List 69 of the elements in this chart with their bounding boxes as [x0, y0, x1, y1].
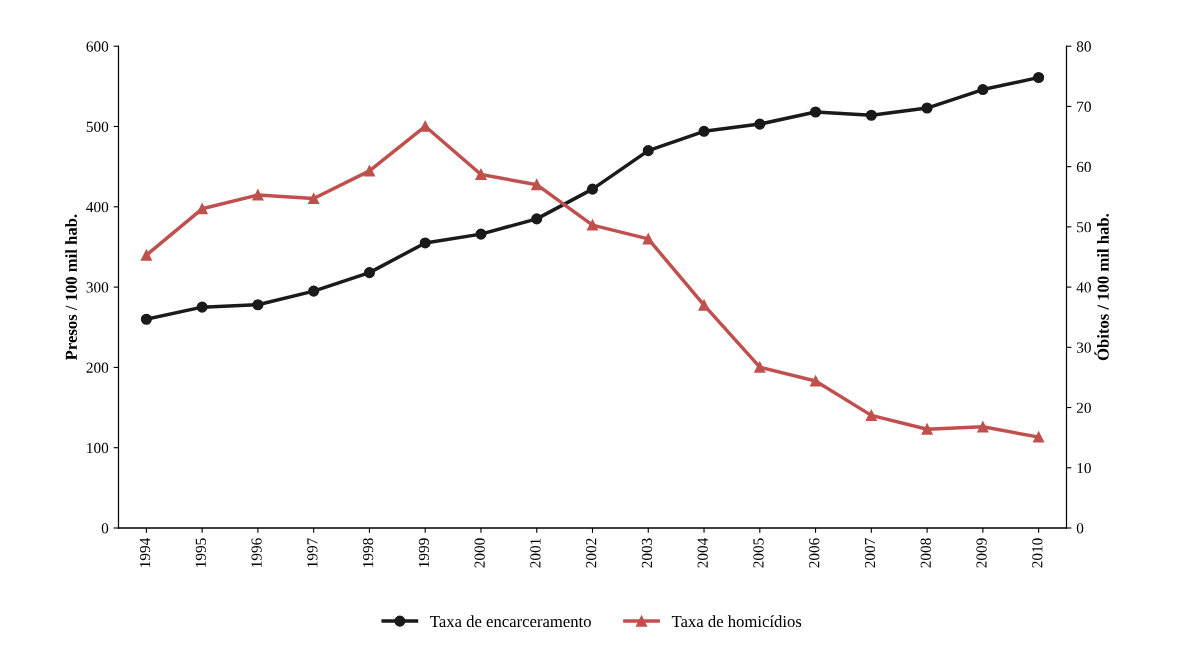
point — [196, 301, 208, 313]
point — [475, 168, 487, 181]
y-tick-label: 600 — [86, 41, 109, 52]
y2-tick-label: 80 — [1076, 41, 1091, 52]
y-tick-label: 200 — [86, 362, 109, 373]
point — [140, 313, 152, 325]
y2-tick-label: 40 — [1076, 282, 1091, 293]
point — [1033, 431, 1045, 443]
y2-tick-label: 0 — [1076, 523, 1084, 534]
x-tick-label: 2000 — [474, 538, 485, 568]
point — [531, 179, 543, 191]
x-tick-label: 1997 — [307, 538, 318, 567]
x-tick-label: 1995 — [195, 538, 206, 567]
x-tick-label: 2007 — [864, 538, 876, 568]
x-tick-label: 2009 — [976, 538, 987, 568]
point — [531, 213, 543, 225]
x-tick-label: 2001 — [530, 538, 541, 568]
point — [363, 165, 375, 177]
y2-tick-label: 60 — [1076, 161, 1091, 173]
x-tick-label: 2004 — [697, 537, 708, 568]
point — [419, 237, 431, 249]
point — [642, 145, 654, 157]
y-tick-label: 100 — [87, 442, 109, 454]
point — [698, 299, 710, 311]
y-tick-label: 500 — [86, 121, 109, 132]
y2-tick-label: 10 — [1077, 462, 1091, 474]
point — [810, 106, 822, 118]
point — [977, 84, 989, 96]
point — [308, 285, 320, 297]
x-tick-label: 2005 — [753, 538, 764, 568]
x-tick-label: 1996 — [251, 538, 262, 567]
point — [921, 423, 933, 435]
point — [810, 375, 822, 387]
point — [754, 118, 766, 130]
y2-tick-label: 50 — [1077, 222, 1091, 233]
point — [1033, 71, 1045, 84]
point — [921, 102, 933, 114]
y-tick-label: 400 — [86, 201, 109, 213]
y2-tick-label: 20 — [1076, 402, 1091, 413]
point — [754, 361, 766, 373]
point — [642, 233, 654, 245]
point — [698, 125, 710, 137]
y2-tick-label: 30 — [1076, 342, 1091, 353]
x-tick-label: 1994 — [139, 537, 151, 567]
y-tick-label: 0 — [101, 523, 109, 534]
x-tick-label: 1999 — [418, 538, 430, 567]
legend-label: Taxa de homicídios — [671, 615, 802, 628]
legend-label: Taxa de encarceramento — [430, 615, 591, 628]
point — [586, 219, 599, 231]
y2-axis-title: Óbitos / 100 mil hab. — [1094, 213, 1109, 361]
point — [475, 228, 487, 240]
y-tick-label: 300 — [86, 282, 109, 293]
y-axis-title: Presos / 100 mil hab. — [65, 214, 77, 361]
x-tick-label: 2010 — [1032, 538, 1043, 568]
point — [252, 299, 264, 311]
point — [363, 267, 375, 279]
point — [865, 409, 877, 421]
x-tick-label: 2002 — [586, 538, 597, 568]
point — [977, 421, 989, 433]
point — [140, 249, 152, 261]
x-tick-label: 1998 — [362, 538, 374, 567]
point — [308, 193, 320, 205]
point — [865, 109, 877, 121]
point — [252, 189, 264, 201]
x-tick-label: 2008 — [920, 538, 931, 568]
y2-tick-label: 70 — [1077, 101, 1091, 112]
x-tick-label: 2006 — [809, 538, 820, 568]
x-tick-label: 2003 — [641, 538, 653, 568]
point — [586, 183, 599, 195]
